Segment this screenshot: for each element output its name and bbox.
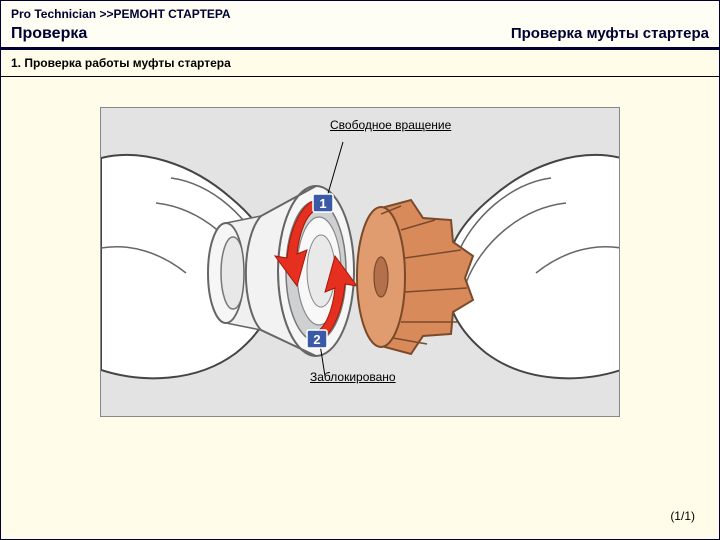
label-locked: Заблокировано	[310, 370, 396, 384]
header: Pro Technician >>РЕМОНТ СТАРТЕРА Проверк…	[1, 1, 719, 50]
right-hand-icon	[446, 155, 620, 378]
marker-2: 2	[307, 330, 327, 348]
svg-text:1: 1	[319, 196, 326, 211]
breadcrumb: Pro Technician >>РЕМОНТ СТАРТЕРА	[11, 7, 709, 21]
pinion-gear-icon	[357, 200, 473, 354]
page-counter: (1/1)	[670, 509, 695, 523]
figure-box: 1 2 Свободное вращение Заблокировано	[100, 107, 620, 417]
page-title: Проверка	[11, 25, 87, 43]
title-row: Проверка Проверка муфты стартера	[11, 25, 709, 43]
marker-1: 1	[313, 194, 333, 212]
label-free-rotation: Свободное вращение	[330, 118, 451, 132]
figure-area: 1 2 Свободное вращение Заблокировано	[100, 107, 620, 417]
svg-text:2: 2	[313, 332, 320, 347]
page-subtitle: Проверка муфты стартера	[511, 25, 709, 42]
section-heading: 1. Проверка работы муфты стартера	[1, 50, 719, 77]
